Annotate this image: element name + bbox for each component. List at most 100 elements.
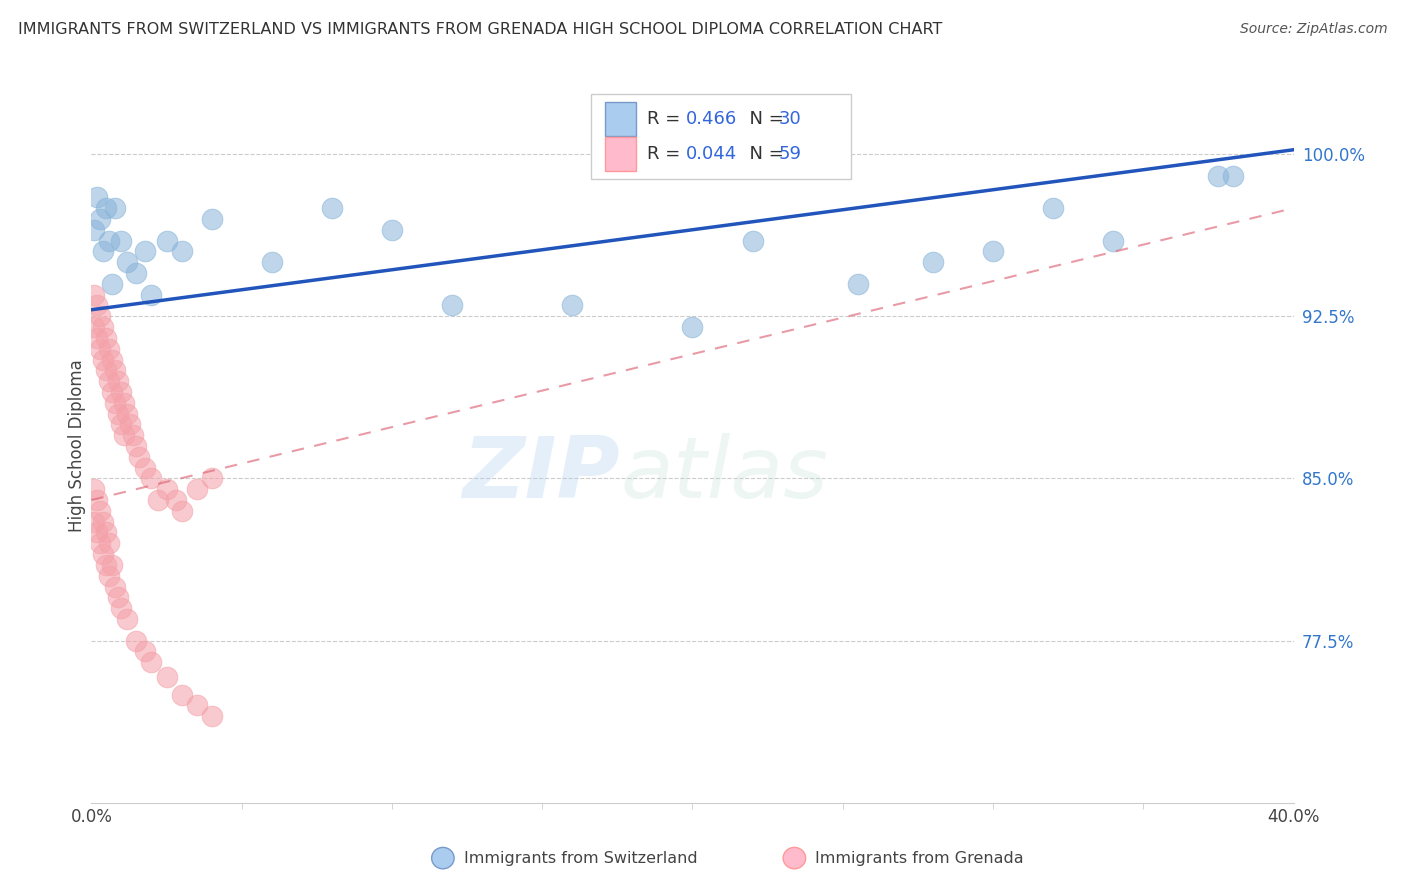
- Y-axis label: High School Diploma: High School Diploma: [67, 359, 86, 533]
- Point: [134, 460, 156, 475]
- Point: [128, 450, 150, 464]
- Text: 59: 59: [779, 145, 801, 163]
- Point: [922, 255, 945, 269]
- Point: [321, 201, 343, 215]
- Text: 30: 30: [779, 110, 801, 128]
- Point: [110, 417, 132, 432]
- Point: [89, 504, 111, 518]
- Point: [83, 482, 105, 496]
- Point: [125, 266, 148, 280]
- Point: [170, 504, 193, 518]
- Point: [96, 558, 118, 572]
- Point: [186, 482, 208, 496]
- Point: [110, 384, 132, 399]
- Point: [117, 255, 139, 269]
- Text: Source: ZipAtlas.com: Source: ZipAtlas.com: [1240, 22, 1388, 37]
- Point: [681, 320, 703, 334]
- Point: [96, 201, 118, 215]
- Text: N =: N =: [738, 145, 790, 163]
- Point: [981, 244, 1004, 259]
- Point: [89, 536, 111, 550]
- Point: [98, 342, 121, 356]
- Point: [1208, 169, 1230, 183]
- Point: [101, 277, 124, 291]
- Point: [107, 407, 129, 421]
- Point: [146, 493, 169, 508]
- Point: [96, 363, 118, 377]
- Text: 0.044: 0.044: [686, 145, 737, 163]
- Point: [101, 352, 124, 367]
- Point: [96, 525, 118, 540]
- Text: Immigrants from Switzerland: Immigrants from Switzerland: [464, 851, 697, 865]
- Point: [98, 234, 121, 248]
- Point: [165, 493, 187, 508]
- Point: [93, 244, 115, 259]
- Point: [83, 287, 105, 301]
- Point: [186, 698, 208, 713]
- Point: [114, 428, 136, 442]
- Point: [134, 244, 156, 259]
- Point: [83, 515, 105, 529]
- Point: [107, 374, 129, 388]
- Point: [117, 407, 139, 421]
- Point: [101, 558, 124, 572]
- Point: [98, 374, 121, 388]
- Point: [104, 396, 127, 410]
- Point: [86, 331, 108, 345]
- Point: [155, 234, 177, 248]
- Point: [83, 320, 105, 334]
- Point: [120, 417, 142, 432]
- Text: ZIP: ZIP: [463, 433, 620, 516]
- Point: [89, 342, 111, 356]
- Point: [86, 190, 108, 204]
- Point: [134, 644, 156, 658]
- Point: [83, 223, 105, 237]
- Point: [141, 287, 163, 301]
- Point: [93, 352, 115, 367]
- Text: R =: R =: [647, 110, 686, 128]
- Point: [201, 211, 224, 226]
- Text: Immigrants from Grenada: Immigrants from Grenada: [815, 851, 1024, 865]
- Point: [1102, 234, 1125, 248]
- Point: [98, 536, 121, 550]
- Point: [1042, 201, 1064, 215]
- Point: [381, 223, 404, 237]
- Point: [93, 515, 115, 529]
- Point: [101, 384, 124, 399]
- Text: R =: R =: [647, 145, 686, 163]
- Point: [155, 482, 177, 496]
- Text: atlas: atlas: [620, 433, 828, 516]
- Point: [125, 633, 148, 648]
- Point: [96, 331, 118, 345]
- Point: [846, 277, 869, 291]
- Point: [107, 591, 129, 605]
- Point: [141, 655, 163, 669]
- Point: [117, 612, 139, 626]
- Point: [89, 310, 111, 324]
- Point: [98, 568, 121, 582]
- Point: [86, 493, 108, 508]
- Point: [170, 688, 193, 702]
- Point: [93, 547, 115, 561]
- Text: IMMIGRANTS FROM SWITZERLAND VS IMMIGRANTS FROM GRENADA HIGH SCHOOL DIPLOMA CORRE: IMMIGRANTS FROM SWITZERLAND VS IMMIGRANT…: [18, 22, 942, 37]
- Point: [110, 234, 132, 248]
- Point: [93, 320, 115, 334]
- Point: [741, 234, 763, 248]
- Point: [104, 363, 127, 377]
- Point: [170, 244, 193, 259]
- Point: [155, 670, 177, 684]
- Point: [561, 298, 583, 312]
- Point: [114, 396, 136, 410]
- Point: [1222, 169, 1244, 183]
- Point: [86, 298, 108, 312]
- Point: [201, 471, 224, 485]
- Point: [260, 255, 283, 269]
- Point: [86, 525, 108, 540]
- Point: [110, 601, 132, 615]
- Point: [201, 709, 224, 723]
- Point: [104, 201, 127, 215]
- Point: [104, 580, 127, 594]
- Point: [440, 298, 463, 312]
- Point: [125, 439, 148, 453]
- Point: [141, 471, 163, 485]
